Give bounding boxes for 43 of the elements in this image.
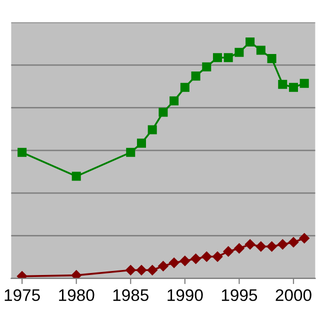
x-tick-label: 1985 — [113, 289, 148, 302]
point — [266, 241, 277, 252]
point — [256, 46, 266, 55]
point — [136, 138, 146, 148]
x-tick-label: 1980 — [59, 289, 94, 302]
point — [191, 72, 200, 81]
point — [126, 265, 136, 276]
point — [18, 148, 27, 157]
point — [288, 237, 299, 248]
point — [224, 53, 233, 62]
x-tick-label: 1990 — [168, 289, 203, 302]
point — [212, 252, 223, 262]
point — [278, 239, 288, 250]
point — [299, 233, 310, 244]
point — [136, 265, 147, 276]
point — [180, 82, 190, 92]
point — [300, 78, 309, 88]
point — [126, 148, 136, 157]
point — [202, 252, 212, 262]
x-tick-label: 1975 — [4, 289, 40, 302]
point — [278, 80, 288, 89]
point — [288, 82, 298, 92]
point — [244, 239, 256, 250]
point — [158, 108, 168, 117]
point — [234, 243, 244, 254]
point — [234, 48, 244, 57]
point — [256, 241, 266, 252]
point — [190, 254, 201, 264]
point — [170, 96, 179, 106]
point — [246, 38, 255, 47]
point — [168, 258, 180, 268]
x-tick-label: 1995 — [222, 289, 258, 302]
x-tick-label: 2000 — [276, 289, 312, 302]
point — [267, 54, 276, 64]
point — [72, 172, 81, 181]
point — [71, 270, 82, 278]
point — [180, 256, 190, 266]
point — [148, 125, 157, 134]
point — [202, 62, 212, 72]
point — [212, 53, 222, 62]
point — [147, 265, 158, 276]
point — [223, 246, 234, 257]
point — [158, 260, 168, 272]
